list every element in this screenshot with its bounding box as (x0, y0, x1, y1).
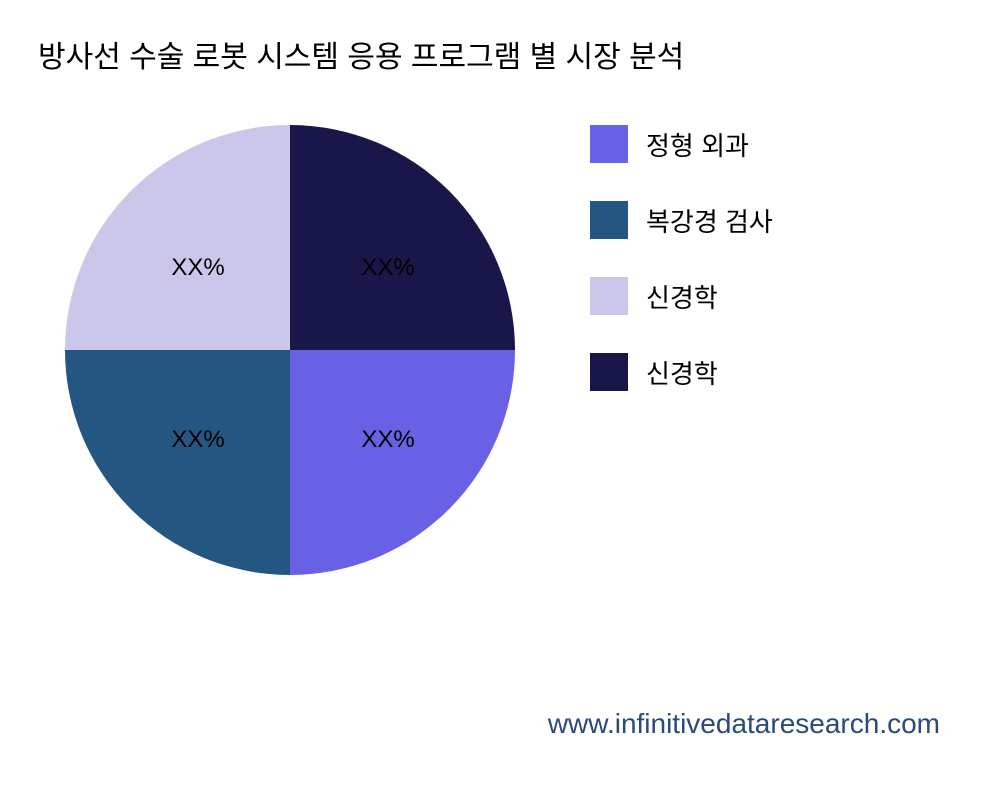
pie-slice-1 (290, 350, 515, 575)
pie-slice-label-1: XX% (361, 426, 414, 454)
footer-link: www.infinitivedataresearch.com (548, 708, 940, 740)
pie-slice-label-0: XX% (361, 254, 414, 282)
legend-label-2: 신경학 (646, 278, 718, 315)
legend-label-0: 정형 외과 (646, 126, 749, 163)
legend-swatch-1 (590, 201, 628, 239)
legend-swatch-0 (590, 125, 628, 163)
legend-label-3: 신경학 (646, 354, 718, 391)
pie-slice-label-3: XX% (171, 254, 224, 282)
pie-chart-svg (60, 120, 520, 580)
legend-item-0: 정형 외과 (590, 125, 773, 163)
chart-title: 방사선 수술 로봇 시스템 응용 프로그램 별 시장 분석 (38, 32, 684, 76)
pie-slice-0 (290, 125, 515, 350)
legend-swatch-2 (590, 277, 628, 315)
legend-item-2: 신경학 (590, 277, 773, 315)
pie-slice-2 (65, 350, 290, 575)
pie-slice-label-2: XX% (171, 426, 224, 454)
legend: 정형 외과복강경 검사신경학신경학 (590, 125, 773, 391)
legend-item-1: 복강경 검사 (590, 201, 773, 239)
pie-slice-3 (65, 125, 290, 350)
legend-label-1: 복강경 검사 (646, 202, 773, 239)
legend-item-3: 신경학 (590, 353, 773, 391)
pie-chart-area: XX% XX% XX% XX% (60, 120, 520, 580)
legend-swatch-3 (590, 353, 628, 391)
